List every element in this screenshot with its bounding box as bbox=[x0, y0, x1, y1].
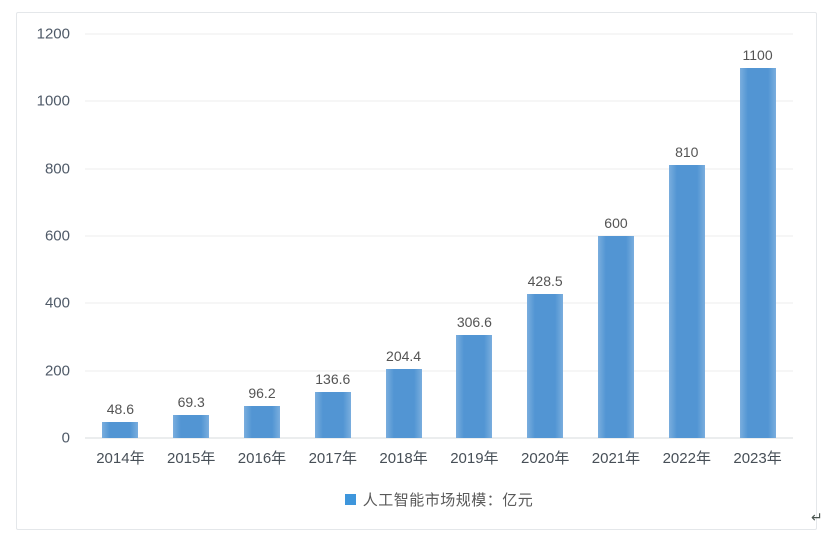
y-tick-label: 400 bbox=[44, 294, 70, 312]
y-tick-label: 1000 bbox=[36, 92, 70, 110]
bar-slot: 1100 bbox=[722, 34, 793, 438]
gridline bbox=[85, 33, 793, 35]
value-label: 204.4 bbox=[386, 348, 422, 365]
value-label: 810 bbox=[675, 144, 699, 161]
x-category-label: 2017年 bbox=[308, 450, 357, 467]
x-category-label: 2021年 bbox=[591, 450, 641, 467]
bar bbox=[102, 421, 139, 438]
gridline bbox=[85, 370, 793, 372]
plot-area: 0 200 400 600 800 1000 1200 48.6 69.3 96.2 136.6 20… bbox=[37, 26, 793, 447]
x-category-label: 2023年 bbox=[733, 450, 782, 467]
value-label: 69.3 bbox=[177, 393, 205, 410]
x-category-label: 2018年 bbox=[379, 450, 428, 467]
gridline bbox=[85, 235, 793, 237]
value-label: 428.5 bbox=[527, 272, 563, 289]
bar bbox=[597, 236, 634, 438]
legend-label: 人工智能市场规模：亿元 bbox=[362, 491, 534, 509]
chart-frame: 0 200 400 600 800 1000 1200 48.6 69.3 96.2 136.6 20… bbox=[16, 12, 817, 530]
bar bbox=[527, 293, 564, 438]
bar bbox=[739, 67, 776, 438]
value-label: 48.6 bbox=[106, 400, 135, 417]
value-label: 96.2 bbox=[248, 384, 276, 401]
y-tick-label: 800 bbox=[44, 160, 70, 178]
gridline bbox=[85, 168, 793, 170]
x-category-label: 2019年 bbox=[450, 450, 499, 467]
bar bbox=[314, 392, 351, 438]
value-label: 1100 bbox=[742, 46, 773, 63]
x-category-label: 2016年 bbox=[237, 450, 287, 467]
bar bbox=[243, 405, 280, 438]
x-category-label: 2014年 bbox=[96, 450, 145, 467]
x-axis-labels: 2014年 2015年 2016年 2017年 2018年 2019年 2020年 2021年… bbox=[85, 447, 793, 469]
y-tick-label: 0 bbox=[61, 429, 70, 447]
x-category-label: 2022年 bbox=[662, 450, 711, 467]
bar-slot: 306.6 bbox=[439, 34, 510, 438]
paragraph-return-mark: ↵ bbox=[811, 509, 823, 525]
y-tick-label: 200 bbox=[44, 362, 70, 380]
bar bbox=[668, 165, 705, 438]
bar-slot: 96.2 bbox=[227, 34, 298, 438]
bar-series: 48.6 69.3 96.2 136.6 204.4 306.6 428.5 600 810 11… bbox=[85, 34, 793, 438]
y-tick-label: 1200 bbox=[36, 25, 70, 43]
value-label: 306.6 bbox=[456, 313, 492, 330]
bar bbox=[385, 369, 422, 438]
bar-slot: 600 bbox=[581, 34, 652, 438]
bar bbox=[173, 414, 210, 438]
gridline bbox=[85, 302, 793, 304]
gridline bbox=[85, 100, 793, 102]
legend: 人工智能市场规模：亿元 bbox=[85, 486, 793, 512]
bar-slot: 204.4 bbox=[368, 34, 439, 438]
bar-slot: 69.3 bbox=[156, 34, 227, 438]
bar-slot: 810 bbox=[651, 34, 722, 438]
bar bbox=[456, 334, 493, 438]
bar-slot: 136.6 bbox=[297, 34, 368, 438]
x-category-label: 2015年 bbox=[167, 450, 216, 467]
legend-marker-icon bbox=[344, 493, 356, 505]
value-label: 136.6 bbox=[315, 371, 351, 388]
bar-slot: 428.5 bbox=[510, 34, 581, 438]
x-category-label: 2020年 bbox=[520, 450, 570, 467]
y-tick-label: 600 bbox=[44, 227, 70, 245]
x-axis-line bbox=[85, 437, 793, 439]
value-label: 600 bbox=[604, 215, 628, 231]
bar-slot: 48.6 bbox=[85, 34, 156, 438]
